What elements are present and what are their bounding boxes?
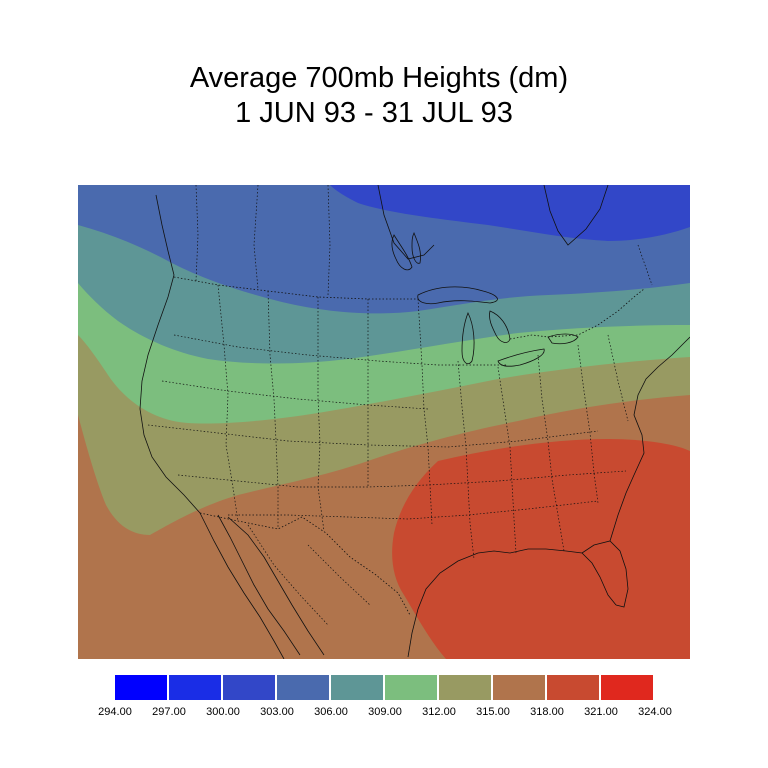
legend-swatch — [277, 675, 329, 700]
labrador-coast — [543, 185, 609, 246]
legend-tick-label: 294.00 — [98, 706, 132, 718]
hudson-bay-coast — [377, 185, 435, 260]
legend-tick-label: 312.00 — [422, 706, 456, 718]
baja-coastline — [199, 512, 285, 659]
legend-tick-label: 306.00 — [314, 706, 348, 718]
map-date-range: 1 JUN 93 - 31 JUL 93 — [235, 97, 513, 129]
legend-tick-label: 315.00 — [476, 706, 510, 718]
mexico-pacific-coast — [227, 516, 325, 656]
legend-tick-label: 321.00 — [584, 706, 618, 718]
lake-huron — [489, 310, 511, 343]
legend-swatch — [385, 675, 437, 700]
island-coast — [391, 234, 413, 271]
lake-michigan — [461, 312, 475, 365]
legend-swatch — [493, 675, 545, 700]
band-300-303 — [330, 185, 690, 241]
legend-swatch — [115, 675, 167, 700]
us-canada-border-east — [509, 288, 645, 340]
map-title: Average 700mb Heights (dm) — [189, 62, 569, 94]
legend-tick-label: 309.00 — [368, 706, 402, 718]
lake-erie — [497, 348, 545, 367]
legend-tick-label: 318.00 — [530, 706, 564, 718]
geographic-boundaries — [139, 185, 690, 659]
legend-swatch — [223, 675, 275, 700]
legend-swatch — [439, 675, 491, 700]
legend-tick-label: 300.00 — [206, 706, 240, 718]
gulf-of-california-coast — [217, 514, 301, 656]
legend-swatch — [169, 675, 221, 700]
legend-swatch — [601, 675, 653, 700]
island-coast-2 — [411, 232, 421, 264]
state-borders — [147, 185, 653, 626]
gulf-coastline — [407, 548, 617, 658]
florida-coastline — [581, 540, 629, 608]
pacific-coastline — [139, 194, 201, 514]
lake-ontario — [547, 333, 579, 345]
us-canada-border — [173, 276, 418, 300]
legend-tick-label: 303.00 — [260, 706, 294, 718]
atlantic-coastline — [609, 336, 690, 542]
legend-swatch — [331, 675, 383, 700]
legend-swatch — [547, 675, 599, 700]
lake-superior — [417, 286, 498, 305]
legend-tick-label: 324.00 — [638, 706, 672, 718]
legend-tick-label: 297.00 — [152, 706, 186, 718]
height-contour-map — [78, 185, 690, 659]
